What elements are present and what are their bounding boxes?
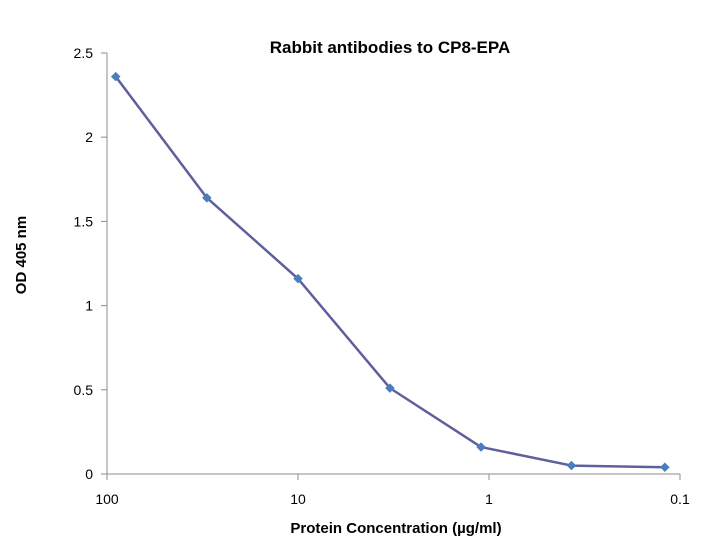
data-point — [202, 192, 212, 203]
data-point — [476, 442, 486, 452]
y-tick-label: 0.5 — [74, 382, 94, 398]
data-point — [660, 462, 670, 473]
x-tick-label: 1 — [485, 491, 493, 507]
y-tick-label: 1 — [85, 298, 93, 314]
data-point — [293, 273, 303, 284]
y-tick-label: 2 — [85, 129, 93, 145]
data-point — [385, 383, 395, 393]
x-tick-label: 100 — [95, 491, 119, 507]
data-point — [566, 460, 577, 471]
chart-title: Rabbit antibodies to CP8-EPA — [270, 38, 511, 57]
plot-area: 0 0.5 1 1.5 2 2.5 100 10 1 0.1 — [74, 45, 690, 507]
x-tick-label: 10 — [290, 491, 306, 507]
y-tick-label: 1.5 — [74, 213, 94, 229]
series-line — [114, 75, 665, 469]
data-point — [110, 71, 121, 82]
y-tick-label: 0 — [85, 466, 93, 482]
y-axis-label: OD 405 nm — [13, 216, 30, 294]
x-tick-label: 0.1 — [670, 491, 690, 507]
y-tick-label: 2.5 — [74, 45, 94, 61]
x-axis-label: Protein Concentration (µg/ml) — [290, 520, 501, 537]
